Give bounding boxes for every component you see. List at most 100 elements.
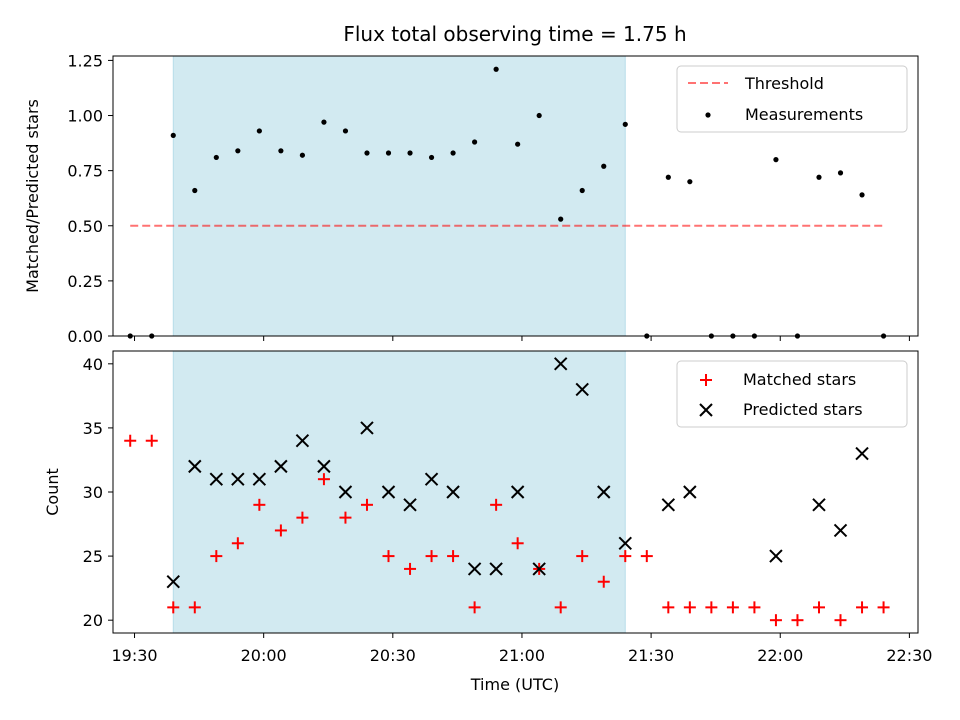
measurement-point [472, 139, 478, 145]
bottom-legend-box [676, 360, 908, 428]
predicted-stars-point [188, 459, 202, 474]
matched-stars-point [167, 601, 180, 614]
predicted-stars-point [597, 485, 611, 499]
bottom-y-tick-label: 20 [83, 611, 103, 630]
matched-stars-point [124, 434, 137, 447]
bottom-x-tick-label: 21:00 [499, 646, 545, 665]
matched-stars-point [253, 498, 266, 511]
measurement-point [622, 121, 628, 127]
matched-stars-point [640, 550, 653, 563]
top-y-axis-label: Matched/Predicted stars [23, 99, 42, 293]
bottom-x-tick-label: 22:00 [757, 646, 803, 665]
predicted-stars-point [338, 485, 353, 499]
matched-stars-point [231, 537, 244, 550]
legend-predicted-swatch [699, 403, 713, 417]
measurement-point [816, 174, 822, 180]
top-panel: 0.00 0.25 0.50 0.75 1.00 1.25 Flux total obse… [23, 22, 919, 346]
bottom-y-tick-label: 40 [83, 355, 103, 374]
matched-stars-point [619, 550, 632, 563]
measurement-point [450, 150, 456, 156]
observing-window-shade [172, 350, 626, 634]
measurement-point [773, 157, 779, 163]
bottom-y-tick-label: 35 [83, 419, 103, 438]
matched-stars-point [856, 601, 869, 614]
matched-stars-point [705, 601, 718, 614]
matched-stars-point [317, 473, 330, 486]
matched-stars-point [662, 601, 675, 614]
predicted-stars-point [855, 446, 869, 461]
predicted-stars-point [166, 575, 180, 589]
predicted-stars-point [532, 562, 546, 576]
bottom-y-ticks: 20 25 30 35 40 [83, 355, 113, 630]
predicted-stars-point [381, 485, 396, 499]
matched-stars-point [726, 601, 739, 614]
matched-stars-point [339, 511, 352, 524]
measurement-point [235, 148, 241, 154]
measurement-point [213, 154, 219, 161]
bottom-legend: Matched stars Predicted stars [676, 360, 908, 428]
count-points [124, 357, 890, 627]
legend-matched-label: Matched stars [743, 370, 856, 389]
matched-stars-point [748, 601, 761, 614]
bottom-panel: 19:30 20:00 20:30 21:00 21:30 22:00 22:30 20 25… [43, 350, 932, 694]
measurement-point [256, 128, 262, 134]
predicted-stars-point [360, 421, 374, 435]
measurement-point [579, 187, 585, 194]
predicted-stars-point [231, 472, 245, 486]
bottom-x-tick-label: 20:30 [370, 646, 416, 665]
top-y-tick-label: 0.50 [67, 217, 103, 236]
bottom-x-tick-label: 22:30 [886, 646, 932, 665]
measurement-point [493, 66, 499, 72]
measurement-point [837, 170, 844, 176]
measurement-point [428, 154, 435, 161]
top-x-ticks [134, 336, 910, 341]
predicted-stars-point [769, 549, 783, 563]
measurement-point [321, 119, 327, 125]
predicted-stars-point [553, 357, 568, 371]
measurement-point [364, 150, 370, 156]
predicted-stars-point [489, 562, 503, 576]
matched-stars-point [576, 550, 589, 563]
bottom-axes-frame [112, 350, 919, 634]
matched-stars-point [274, 524, 287, 537]
measurement-point [407, 150, 413, 156]
matched-stars-point [554, 601, 567, 614]
measurement-point [278, 148, 284, 154]
predicted-stars-point [252, 472, 267, 486]
matched-stars-point [296, 511, 309, 524]
matched-stars-point [791, 614, 804, 627]
measurement-point [687, 179, 693, 185]
chart-title: Flux total observing time = 1.75 h [343, 22, 686, 46]
legend-matched-swatch [700, 374, 712, 386]
matched-stars-point [145, 434, 158, 447]
predicted-stars-point [575, 382, 589, 397]
matched-stars-point [877, 601, 890, 614]
measurement-point [536, 112, 542, 119]
top-y-tick-label: 0.75 [67, 162, 103, 181]
measurement-point [515, 141, 521, 147]
predicted-stars-point [683, 485, 697, 499]
legend-predicted-label: Predicted stars [743, 400, 863, 419]
measurement-point [601, 163, 607, 169]
bottom-y-tick-label: 30 [83, 483, 103, 502]
matched-stars-point [425, 550, 438, 563]
observing-window-shade [172, 55, 626, 337]
top-y-ticks: 0.00 0.25 0.50 0.75 1.00 1.25 [67, 51, 113, 346]
legend-measurements-swatch [705, 112, 711, 118]
measurement-point [342, 128, 349, 134]
matched-stars-point [769, 614, 782, 627]
matched-stars-point [834, 614, 847, 627]
matched-stars-point [597, 575, 610, 588]
bottom-y-axis-label: Count [43, 468, 62, 516]
top-y-tick-label: 0.25 [67, 272, 103, 291]
measurement-point [859, 192, 865, 198]
measurement-point [385, 150, 392, 156]
matched-stars-point [404, 562, 417, 575]
bottom-x-axis-label: Time (UTC) [470, 675, 559, 694]
predicted-stars-point [274, 459, 288, 474]
predicted-stars-point [317, 459, 331, 474]
measurement-point [299, 152, 306, 158]
legend-measurements-label: Measurements [745, 105, 863, 124]
top-y-tick-label: 1.00 [67, 107, 103, 126]
top-axes-frame [112, 55, 919, 337]
